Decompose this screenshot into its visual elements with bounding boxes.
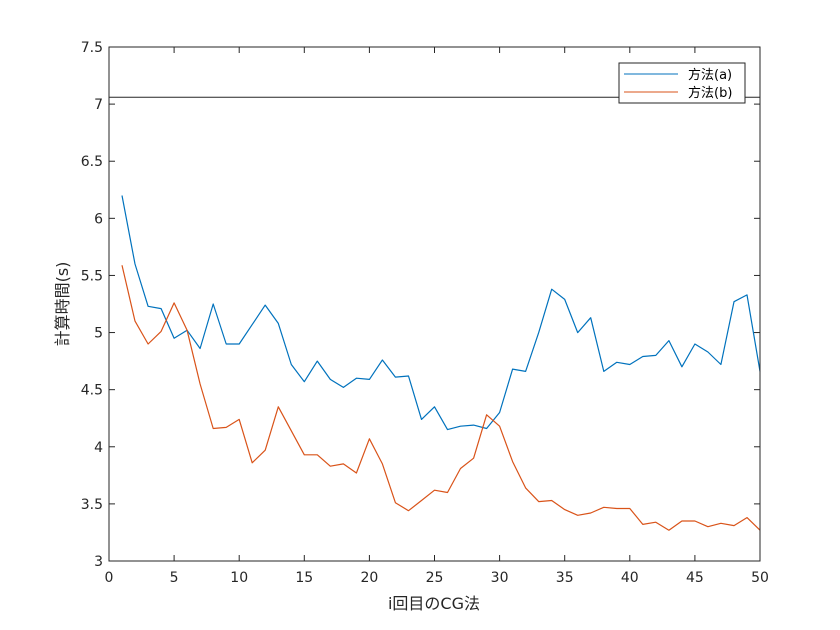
legend-box [618,62,746,104]
x-tick-label: 30 [491,570,509,586]
legend: 方法(a) 方法(b) [618,62,746,104]
series-line-b [121,265,761,531]
y-tick-label: 6.5 [81,154,103,170]
y-axis: 3 3.5 4 4.5 5 5.5 6 6.5 7 7.5 [81,40,760,570]
y-tick-label: 4 [94,440,103,456]
x-tick-label: 15 [295,570,313,586]
series-layer [121,195,761,531]
legend-label-series-a: 方法(a) [688,67,732,83]
y-tick-label: 3 [94,554,103,570]
x-tick-label: 35 [556,570,574,586]
x-tick-label: 10 [230,570,248,586]
x-tick-label: 5 [170,570,179,586]
x-tick-label: 45 [686,570,704,586]
x-axis-title: i回目のCG法 [388,594,480,613]
y-tick-label: 3.5 [81,497,103,513]
x-tick-label: 0 [105,570,114,586]
y-axis-title: 計算時間(s) [53,262,72,347]
x-tick-label: 20 [360,570,378,586]
x-axis: 0 5 10 15 20 25 30 35 40 45 50 [105,47,769,586]
y-tick-label: 7 [94,97,103,113]
x-tick-label: 40 [621,570,639,586]
x-tick-label: 50 [751,570,769,586]
legend-label-series-b: 方法(b) [688,85,732,101]
y-tick-label: 5.5 [81,268,103,284]
y-tick-label: 5 [94,326,103,342]
y-tick-label: 6 [94,211,103,227]
plot-background [109,47,760,561]
y-tick-label: 7.5 [81,40,103,56]
series-line-a [121,195,761,431]
y-tick-label: 4.5 [81,383,103,399]
x-tick-label: 25 [426,570,444,586]
